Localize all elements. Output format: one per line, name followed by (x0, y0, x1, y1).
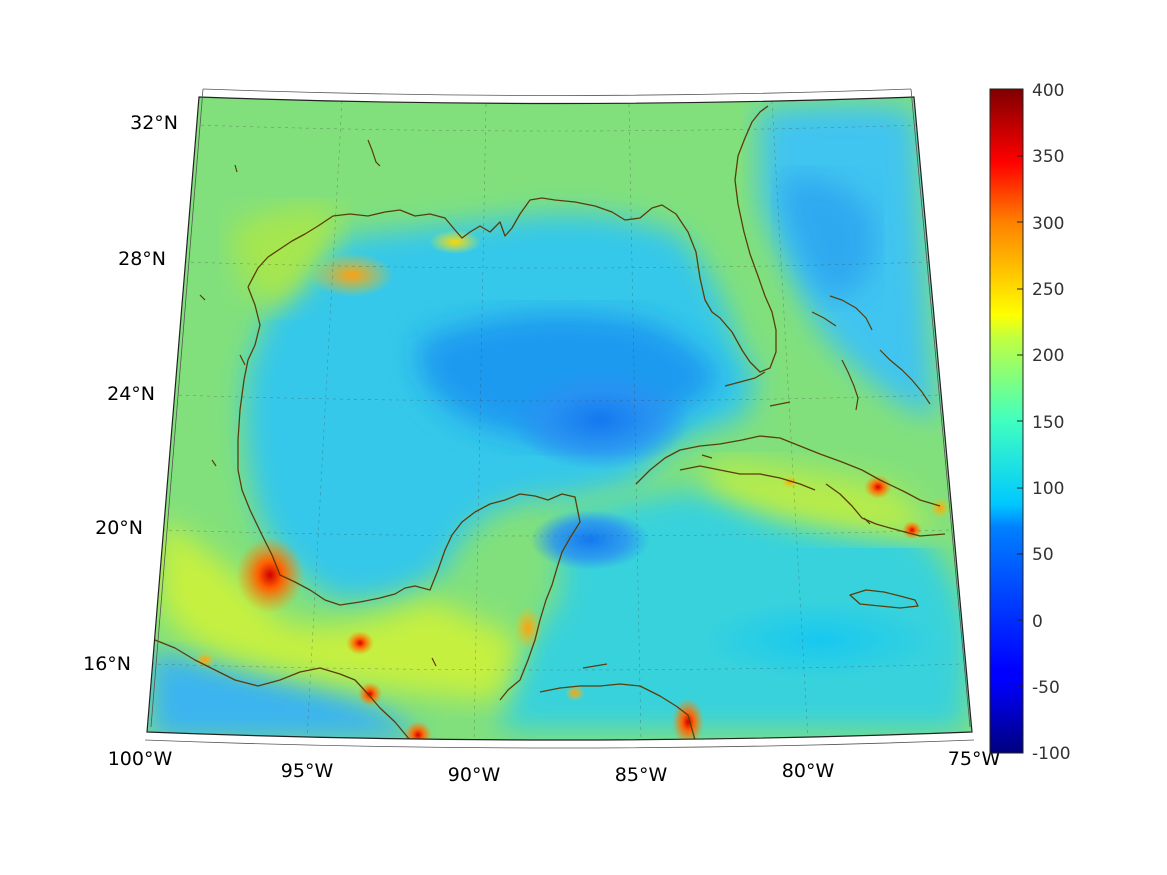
colorbar-label-350: 350 (1032, 147, 1064, 167)
colorbar: 400 350 300 250 200 150 100 50 0 -50 -10… (989, 81, 1071, 764)
colorbar-label-250: 250 (1032, 280, 1064, 300)
colorbar-label-400: 400 (1032, 81, 1064, 101)
lat-label-28: 28°N (118, 248, 166, 270)
map-frame (146, 96, 973, 741)
lon-label-100: 100°W (108, 748, 173, 770)
lat-label-24: 24°N (107, 383, 155, 405)
lat-label-32: 32°N (130, 112, 178, 134)
lon-label-80: 80°W (782, 760, 835, 782)
colorbar-label-100: 100 (1032, 479, 1064, 499)
lat-label-20: 20°N (95, 517, 143, 539)
colorbar-ticks (1017, 155, 1023, 688)
colorbar-label-300: 300 (1032, 214, 1064, 234)
coastlines (154, 105, 946, 740)
graticule (147, 97, 963, 740)
longitude-labels: 100°W 95°W 90°W 85°W 80°W 75°W (108, 748, 1001, 786)
latitude-labels: 32°N 28°N 24°N 20°N 16°N (83, 112, 178, 675)
colorbar-label-200: 200 (1032, 346, 1064, 366)
data-field (147, 97, 972, 740)
lon-label-90: 90°W (448, 764, 501, 786)
lon-label-85: 85°W (615, 764, 668, 786)
lat-label-16: 16°N (83, 653, 131, 675)
lon-label-95: 95°W (281, 760, 334, 782)
colorbar-label-50: 50 (1032, 545, 1054, 565)
lon-label-75: 75°W (948, 748, 1001, 770)
colorbar-label-neg50: -50 (1032, 678, 1060, 698)
colorbar-label-0: 0 (1032, 612, 1043, 632)
colorbar-label-150: 150 (1032, 413, 1064, 433)
colorbar-label-neg100: -100 (1032, 744, 1071, 764)
islands (199, 139, 931, 669)
